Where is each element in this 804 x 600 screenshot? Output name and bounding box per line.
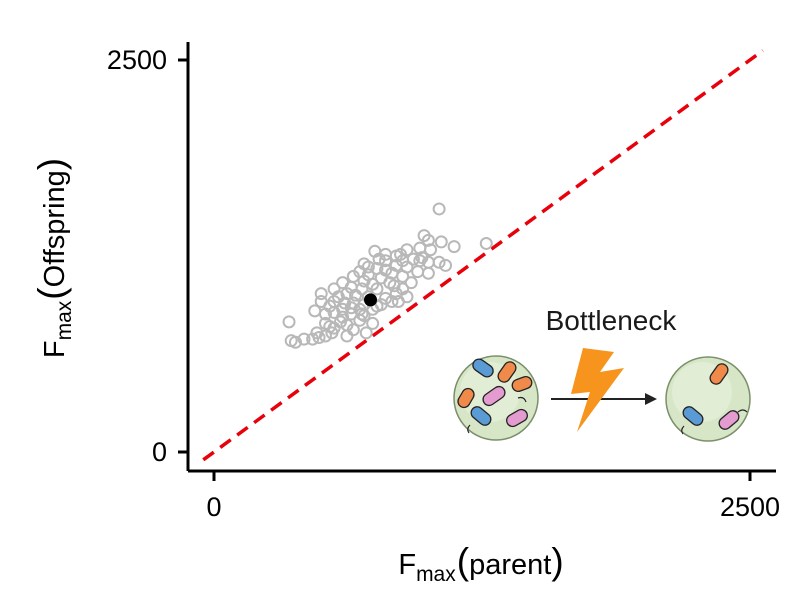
data-point [479, 236, 493, 250]
data-point [357, 274, 371, 288]
data-point [297, 332, 311, 346]
data-point [284, 334, 298, 348]
dish-before-icon [453, 355, 539, 441]
data-point [333, 315, 347, 329]
data-point [411, 265, 425, 279]
y-title-open-paren: ( [31, 287, 72, 300]
data-point [434, 235, 448, 249]
data-point [424, 243, 438, 257]
data-point [323, 320, 337, 334]
data-point [340, 287, 354, 301]
x-title-main: F [398, 549, 416, 581]
y-title-main: F [39, 340, 71, 358]
data-point [421, 233, 435, 247]
data-point [359, 326, 373, 340]
data-points [282, 202, 493, 349]
dish-after-icon [665, 356, 751, 442]
x-title-sub: max [416, 563, 456, 586]
x-tick-label: 2500 [720, 492, 780, 522]
x-axis-ticks: 0 2500 [206, 471, 780, 522]
data-point [439, 258, 453, 272]
x-title-inner: parent [469, 549, 551, 581]
y-axis-title: Fmax(Offspring) [31, 158, 76, 358]
data-point [353, 313, 367, 327]
data-point [379, 254, 393, 268]
data-point [372, 252, 386, 266]
y-axis-ticks: 0 2500 [107, 45, 188, 467]
data-point [387, 279, 401, 293]
data-point [344, 301, 358, 315]
data-point [447, 240, 461, 254]
data-point [306, 332, 320, 346]
y-title-close-paren: ) [31, 158, 72, 170]
data-point [282, 315, 296, 329]
y-tick-label: 2500 [107, 45, 167, 75]
lightning-bolt-icon [571, 348, 624, 432]
identity-reference-line [202, 49, 764, 462]
data-point [312, 331, 326, 345]
data-point [340, 329, 354, 343]
x-tick-label: 0 [206, 492, 221, 522]
mean-point [364, 293, 378, 307]
data-point [432, 255, 446, 269]
data-point [421, 266, 435, 280]
x-title-close-paren: ) [551, 541, 563, 582]
data-point [366, 316, 380, 330]
data-point [314, 287, 328, 301]
bottleneck-inset: Bottleneck [453, 305, 751, 442]
data-point [355, 307, 369, 321]
data-point [340, 318, 354, 332]
bottleneck-label: Bottleneck [546, 305, 678, 336]
data-point [308, 304, 322, 318]
y-title-sub: max [53, 300, 76, 340]
data-point [404, 276, 418, 290]
y-tick-label: 0 [152, 437, 167, 467]
data-point [370, 282, 384, 296]
data-point [389, 287, 403, 301]
x-title-open-paren: ( [457, 541, 470, 582]
x-axis-title: Fmax(parent) [398, 541, 563, 586]
data-point [349, 288, 363, 302]
data-point [396, 269, 410, 283]
data-point [432, 202, 446, 216]
y-title-inner: Offspring [39, 170, 71, 287]
